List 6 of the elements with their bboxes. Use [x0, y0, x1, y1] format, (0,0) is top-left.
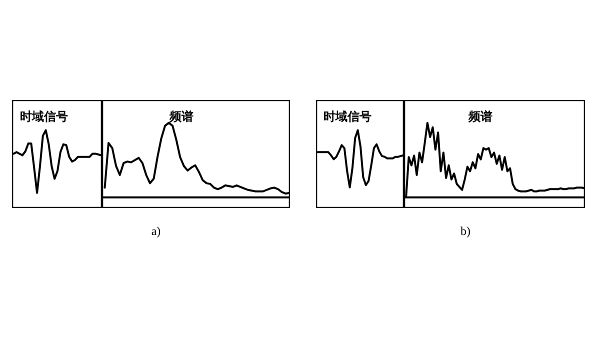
chart-title: 时域信号 — [20, 110, 68, 124]
chart-title: 时域信号 — [323, 110, 372, 124]
chart-title: 频谱 — [468, 110, 493, 124]
text: a) — [151, 223, 161, 240]
chart-title: 频谱 — [168, 110, 194, 124]
text: b) — [460, 223, 470, 240]
